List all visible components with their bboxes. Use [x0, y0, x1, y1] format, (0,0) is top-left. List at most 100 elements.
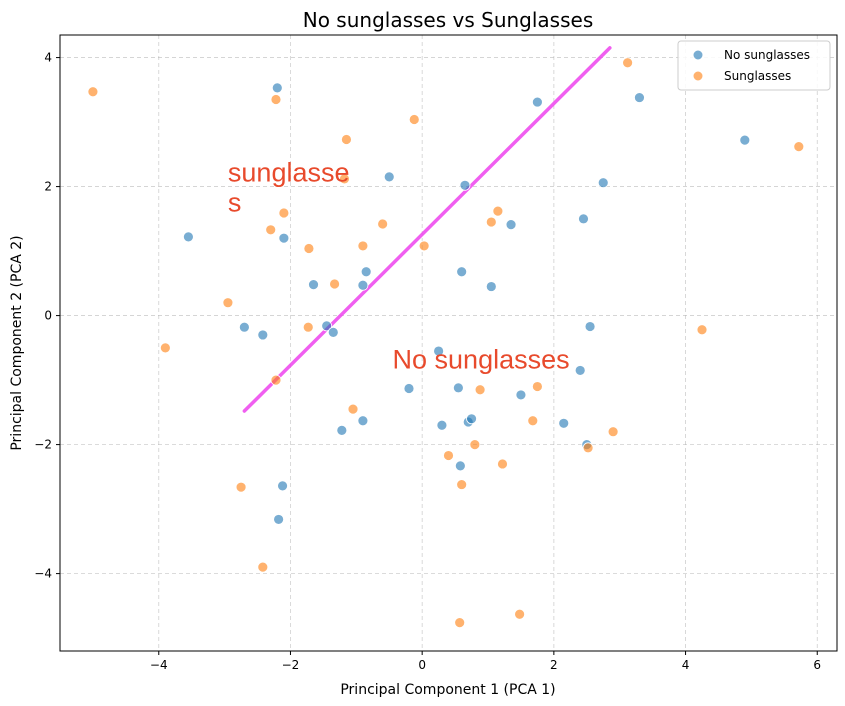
annotation-text-layer: sunglasse s No sunglasses: [228, 157, 570, 374]
point-no-sunglasses: [321, 320, 333, 332]
y-axis-label: Principal Component 2 (PCA 2): [9, 235, 25, 450]
point-no-sunglasses: [454, 460, 466, 472]
y-tick-label: 4: [44, 51, 52, 65]
annotation-text-1: sunglasse s: [228, 157, 350, 217]
grid: [60, 35, 837, 651]
y-tick-label: −4: [34, 567, 52, 581]
point-no-sunglasses: [452, 382, 464, 394]
point-no-sunglasses: [578, 213, 589, 225]
y-tick-label: 0: [44, 309, 52, 323]
point-no-sunglasses: [436, 419, 448, 431]
point-no-sunglasses: [558, 417, 570, 429]
point-no-sunglasses: [739, 134, 751, 146]
point-no-sunglasses: [459, 179, 471, 191]
point-no-sunglasses: [273, 514, 285, 525]
point-sunglasses: [492, 205, 504, 217]
point-sunglasses: [531, 381, 543, 392]
point-no-sunglasses: [357, 415, 369, 427]
point-no-sunglasses: [238, 321, 250, 333]
point-sunglasses: [357, 240, 369, 252]
point-no-sunglasses: [383, 171, 395, 183]
x-tick-label: −4: [150, 658, 168, 672]
point-sunglasses: [329, 278, 340, 290]
point-no-sunglasses: [433, 345, 445, 357]
data-points: [87, 57, 805, 629]
annotation-text-2: No sunglasses: [393, 344, 570, 374]
x-tick-label: −2: [282, 658, 300, 672]
point-sunglasses: [485, 216, 497, 228]
point-sunglasses: [159, 342, 171, 354]
point-sunglasses: [257, 561, 269, 573]
point-sunglasses: [443, 450, 454, 461]
point-sunglasses: [607, 426, 619, 438]
point-sunglasses: [696, 324, 708, 336]
point-sunglasses: [302, 321, 314, 333]
legend-marker-sunglasses: [692, 70, 704, 82]
point-sunglasses: [87, 86, 99, 98]
point-sunglasses: [265, 224, 277, 236]
point-no-sunglasses: [456, 266, 468, 278]
point-sunglasses: [235, 481, 247, 493]
legend: No sunglasses Sunglasses: [677, 40, 831, 91]
point-no-sunglasses: [271, 82, 283, 94]
point-no-sunglasses: [336, 425, 348, 436]
point-sunglasses: [377, 218, 389, 230]
point-no-sunglasses: [634, 92, 645, 103]
x-axis-label: Principal Component 1 (PCA 1): [340, 682, 555, 698]
point-no-sunglasses: [183, 231, 194, 243]
point-no-sunglasses: [278, 232, 290, 244]
decision-boundary-line: [242, 46, 612, 413]
point-sunglasses: [278, 207, 290, 219]
plot-frame: [59, 34, 838, 652]
point-sunglasses: [270, 374, 282, 386]
point-no-sunglasses: [531, 96, 543, 108]
x-axis-ticks: −4 −2 0 2 4 6: [150, 651, 821, 672]
point-sunglasses: [454, 617, 466, 629]
point-no-sunglasses: [357, 279, 369, 291]
point-sunglasses: [339, 173, 350, 185]
point-sunglasses: [582, 442, 594, 454]
y-tick-label: 2: [44, 180, 52, 194]
point-no-sunglasses: [597, 177, 609, 189]
point-sunglasses: [222, 297, 234, 309]
point-sunglasses: [793, 141, 805, 152]
x-tick-label: 0: [418, 658, 426, 672]
legend-label-sunglasses: Sunglasses: [724, 69, 791, 83]
point-no-sunglasses: [327, 326, 339, 338]
point-sunglasses: [497, 458, 508, 470]
point-sunglasses: [474, 384, 486, 396]
point-sunglasses: [347, 403, 359, 415]
point-no-sunglasses: [403, 383, 415, 394]
point-sunglasses: [514, 608, 526, 620]
point-no-sunglasses: [360, 266, 372, 278]
x-tick-label: 2: [550, 658, 558, 672]
x-tick-label: 6: [813, 658, 821, 672]
point-sunglasses: [456, 479, 468, 490]
point-sunglasses: [622, 57, 634, 69]
point-no-sunglasses: [308, 279, 319, 291]
chart-title: No sunglasses vs Sunglasses: [303, 8, 594, 32]
point-sunglasses: [418, 240, 430, 252]
point-no-sunglasses: [574, 365, 586, 376]
x-tick-label: 4: [682, 658, 690, 672]
point-no-sunglasses: [466, 413, 477, 425]
point-no-sunglasses: [257, 329, 269, 341]
point-sunglasses: [469, 439, 481, 450]
point-sunglasses: [341, 134, 352, 145]
y-tick-label: −2: [34, 438, 52, 452]
point-no-sunglasses: [277, 480, 288, 492]
annotation-line-layer: [242, 46, 612, 413]
legend-marker-no-sunglasses: [692, 49, 704, 61]
legend-box: [677, 40, 831, 91]
point-no-sunglasses: [485, 281, 497, 292]
legend-label-no-sunglasses: No sunglasses: [724, 48, 810, 62]
point-sunglasses: [408, 114, 420, 125]
point-sunglasses: [303, 243, 315, 254]
y-axis-ticks: −4 −2 0 2 4: [34, 51, 60, 581]
point-no-sunglasses: [505, 219, 517, 231]
point-no-sunglasses: [515, 389, 527, 401]
point-sunglasses: [527, 415, 539, 427]
point-no-sunglasses: [584, 321, 596, 332]
point-sunglasses: [270, 94, 282, 105]
